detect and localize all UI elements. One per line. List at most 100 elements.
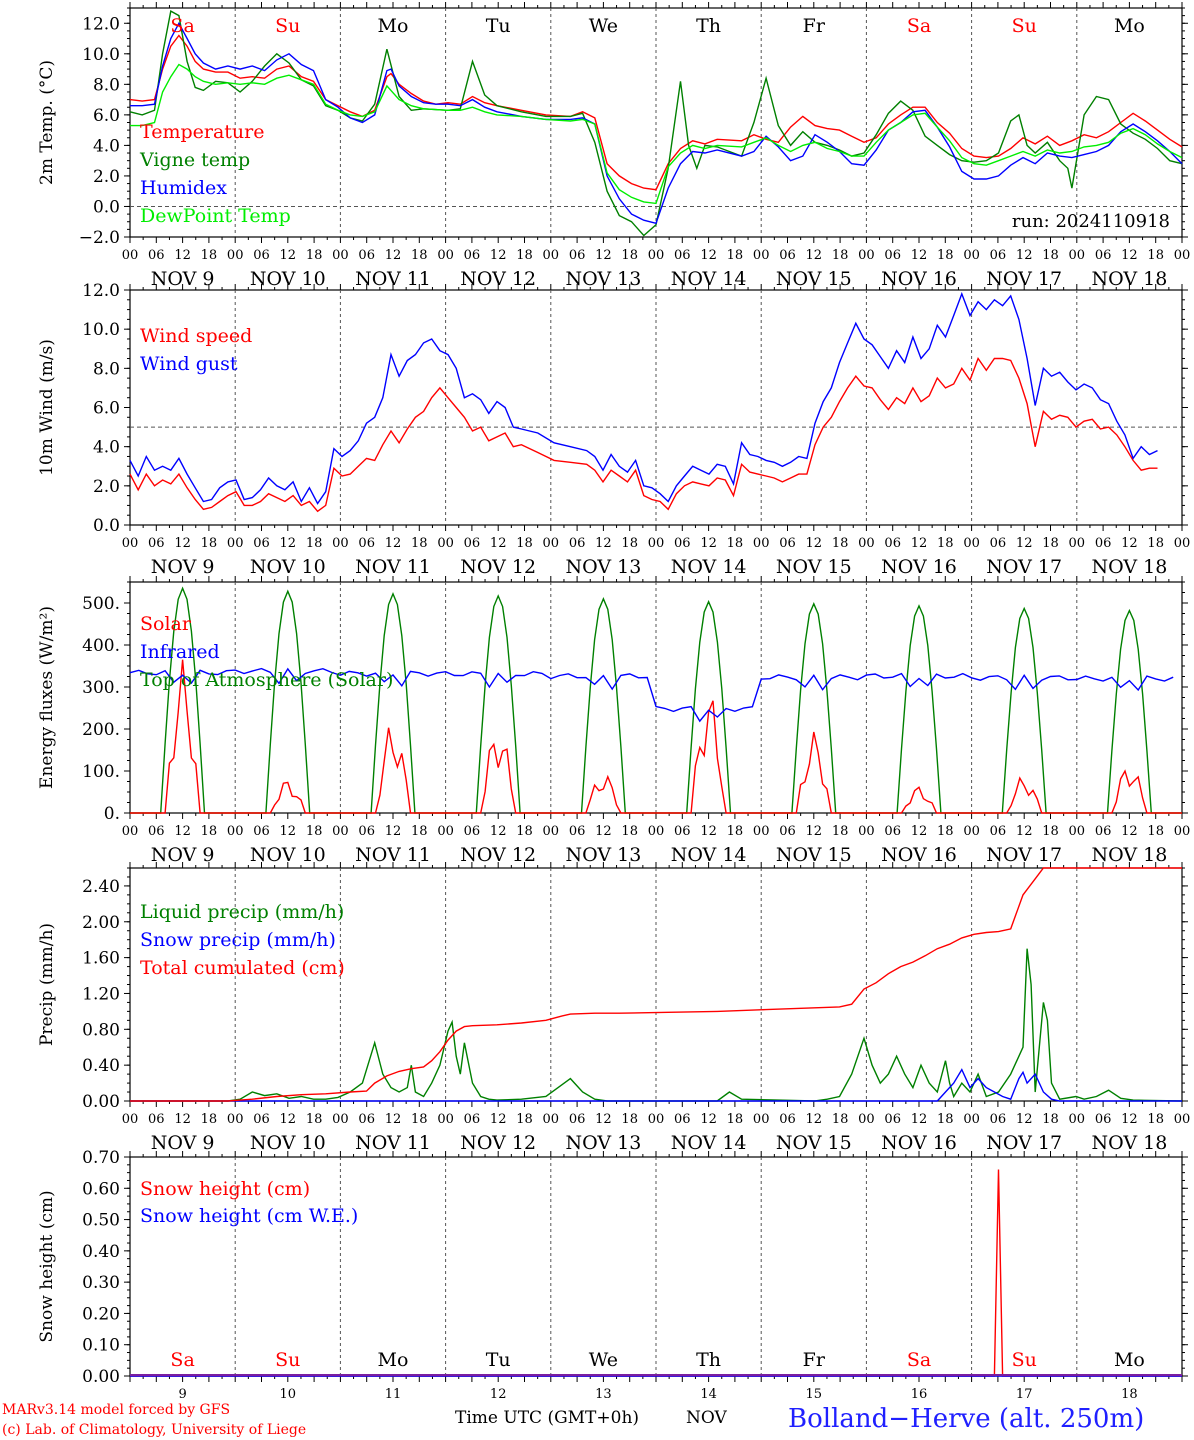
x-hour-label: 06 xyxy=(674,248,691,263)
x-hour-label: 00 xyxy=(963,536,980,551)
day-number: 10 xyxy=(280,1387,297,1402)
day-number: 16 xyxy=(911,1387,928,1402)
x-hour-label: 12 xyxy=(1121,536,1138,551)
x-hour-label: 06 xyxy=(253,824,270,839)
y-tick-label: 300. xyxy=(82,678,120,698)
x-hour-label: 00 xyxy=(437,248,454,263)
x-hour-label: 00 xyxy=(963,248,980,263)
x-hour-label: 00 xyxy=(332,248,349,263)
x-hour-label: 12 xyxy=(700,536,717,551)
credit-line-2: (c) Lab. of Climatology, University of L… xyxy=(2,1422,306,1438)
y-tick-label: 200. xyxy=(82,720,120,740)
x-hour-label: 00 xyxy=(753,248,770,263)
x-hour-label: 18 xyxy=(516,248,533,263)
x-hour-label: 18 xyxy=(201,1112,218,1127)
x-hour-label: 06 xyxy=(779,1112,796,1127)
x-hour-label: 12 xyxy=(1121,824,1138,839)
x-hour-label: 18 xyxy=(201,536,218,551)
legend-entry: Temperature xyxy=(140,121,264,143)
weekday-label: Mo xyxy=(1114,15,1145,37)
x-hour-label: 00 xyxy=(753,536,770,551)
x-date-label: NOV 14 xyxy=(671,844,747,866)
x-hour-label: 00 xyxy=(543,824,560,839)
y-axis-title: Snow height (cm) xyxy=(37,1190,57,1342)
x-hour-label: 12 xyxy=(911,248,928,263)
x-hour-label: 00 xyxy=(543,248,560,263)
x-hour-label: 12 xyxy=(280,248,297,263)
weekday-label: Su xyxy=(1012,1349,1037,1371)
x-hour-label: 00 xyxy=(648,824,665,839)
weekday-label: Fr xyxy=(803,1349,826,1371)
x-hour-label: 18 xyxy=(411,1112,428,1127)
legend-entry: Solar xyxy=(140,613,192,635)
x-date-label: NOV 11 xyxy=(355,556,431,578)
x-hour-label: 12 xyxy=(174,824,191,839)
x-hour-label: 06 xyxy=(253,248,270,263)
x-hour-label: 00 xyxy=(648,536,665,551)
x-hour-label: 12 xyxy=(1121,1112,1138,1127)
y-tick-label: 2.00 xyxy=(82,913,120,933)
y-tick-label: 8.0 xyxy=(93,75,120,95)
x-hour-label: 06 xyxy=(148,1112,165,1127)
weekday-label: Mo xyxy=(378,1349,409,1371)
x-hour-label: 12 xyxy=(280,536,297,551)
y-axis-title: 10m Wind (m/s) xyxy=(37,339,57,476)
legend-entry: Wind speed xyxy=(140,325,252,347)
temperature-line xyxy=(129,34,1183,191)
x-hour-label: 06 xyxy=(990,824,1007,839)
x-hour-label: 12 xyxy=(911,536,928,551)
x-hour-label: 00 xyxy=(858,824,875,839)
x-hour-label: 18 xyxy=(727,536,744,551)
x-hour-label: 18 xyxy=(516,1112,533,1127)
x-hour-label: 00 xyxy=(753,824,770,839)
x-hour-label: 00 xyxy=(1174,536,1191,551)
x-hour-label: 06 xyxy=(253,1112,270,1127)
x-date-label: NOV 16 xyxy=(881,556,957,578)
x-hour-label: 12 xyxy=(174,1112,191,1127)
weekday-label: We xyxy=(589,1349,618,1371)
x-hour-label: 18 xyxy=(306,1112,323,1127)
x-hour-label: 12 xyxy=(806,248,823,263)
x-hour-label: 06 xyxy=(779,536,796,551)
y-tick-label: 8.0 xyxy=(93,359,120,379)
x-hour-label: 00 xyxy=(1174,1112,1191,1127)
x-hour-label: 00 xyxy=(858,1112,875,1127)
y-tick-label: 0.80 xyxy=(82,1020,120,1040)
x-hour-label: 18 xyxy=(306,248,323,263)
y-tick-label: 400. xyxy=(82,636,120,656)
y-tick-label: 2.0 xyxy=(93,167,120,187)
legend-entry: DewPoint Temp xyxy=(140,205,291,227)
x-hour-label: 06 xyxy=(569,1112,586,1127)
weekday-label: Th xyxy=(696,1349,721,1371)
run-label: run: 2024110918 xyxy=(1012,211,1170,232)
y-tick-label: 0.10 xyxy=(82,1336,120,1356)
x-hour-label: 06 xyxy=(1095,824,1112,839)
x-hour-label: 00 xyxy=(227,824,244,839)
total-cumulated-cm--line xyxy=(130,867,1182,1102)
x-date-label: NOV 11 xyxy=(355,1132,431,1154)
x-hour-label: 12 xyxy=(911,824,928,839)
x-hour-label: 12 xyxy=(280,1112,297,1127)
x-date-label: NOV 15 xyxy=(776,1132,852,1154)
infrared-line xyxy=(129,667,1174,723)
x-hour-label: 00 xyxy=(437,536,454,551)
y-tick-label: 1.20 xyxy=(82,984,120,1004)
x-hour-label: 06 xyxy=(1095,1112,1112,1127)
x-date-label: NOV 10 xyxy=(250,268,326,290)
x-date-label: NOV 12 xyxy=(460,556,536,578)
weekday-label: Tu xyxy=(486,1349,511,1371)
liquid-precip-mm-h--line xyxy=(130,948,1183,1102)
x-hour-label: 18 xyxy=(411,824,428,839)
weekday-label: Sa xyxy=(170,15,194,37)
x-hour-label: 12 xyxy=(595,824,612,839)
x-hour-label: 12 xyxy=(806,824,823,839)
wind-gust-line xyxy=(129,291,1158,505)
y-tick-label: 0.0 xyxy=(93,516,120,536)
day-number: 15 xyxy=(806,1387,823,1402)
y-tick-label: 0. xyxy=(104,804,120,824)
x-hour-label: 00 xyxy=(1174,248,1191,263)
x-date-label: NOV 14 xyxy=(671,1132,747,1154)
x-hour-label: 00 xyxy=(122,536,139,551)
x-hour-label: 06 xyxy=(148,248,165,263)
x-date-label: NOV 13 xyxy=(565,844,641,866)
